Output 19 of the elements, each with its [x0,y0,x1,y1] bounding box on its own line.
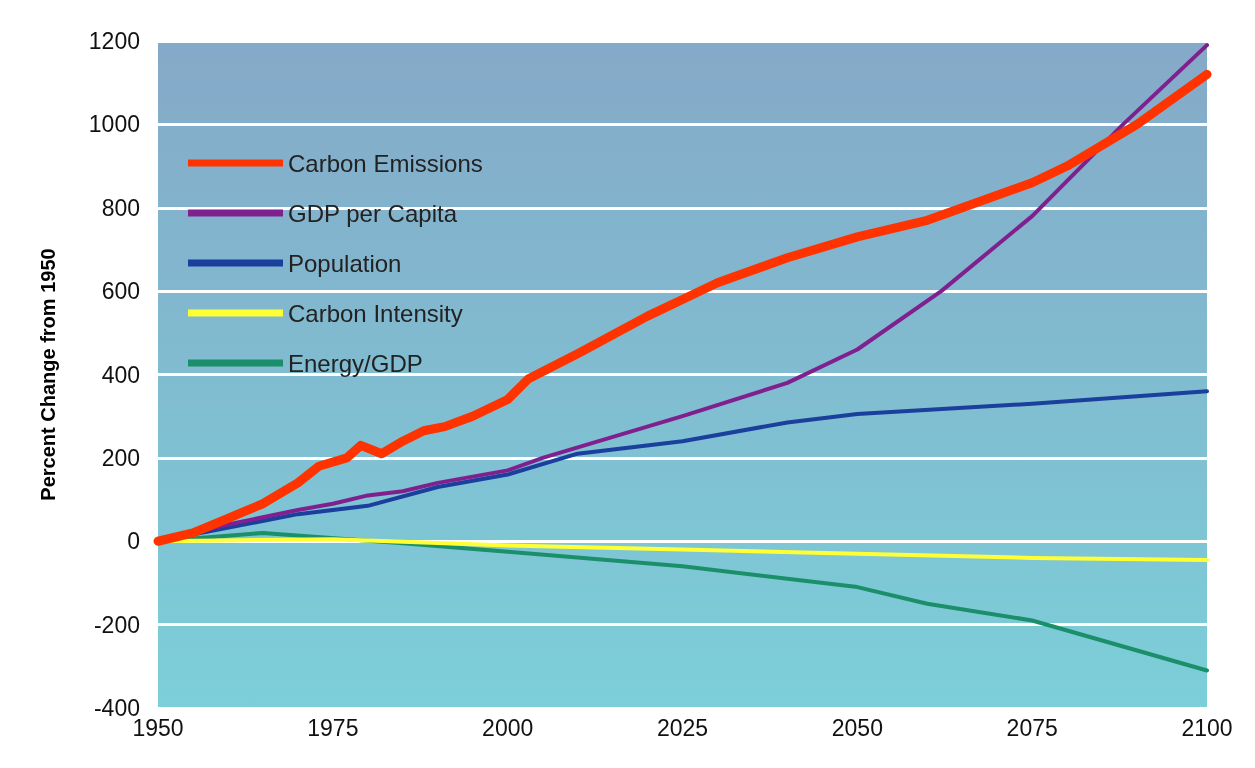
y-tick-label: 0 [127,528,140,555]
legend-label: Carbon Emissions [288,149,483,177]
y-tick-label: 800 [101,194,140,221]
x-tick-label: 2100 [1181,714,1233,741]
x-tick-label: 2025 [656,714,709,741]
x-tick-label: 2050 [831,714,883,741]
y-tick-label: 1000 [88,111,140,138]
x-tick-label: 2075 [1006,714,1058,741]
y-tick-label: 1200 [88,28,140,54]
legend-label: Energy/GDP [288,349,423,377]
x-tick-label: 2000 [482,714,534,741]
y-axis-title: Percent Change from 1950 [37,248,59,501]
y-tick-label: 600 [101,278,140,305]
legend-label: Population [288,249,402,277]
y-tick-label: 400 [101,361,140,388]
y-tick-label: -200 [93,611,140,638]
y-tick-label: 200 [101,444,140,471]
legend-label: Carbon Intensity [288,299,463,327]
x-tick-label: 1975 [307,714,359,741]
